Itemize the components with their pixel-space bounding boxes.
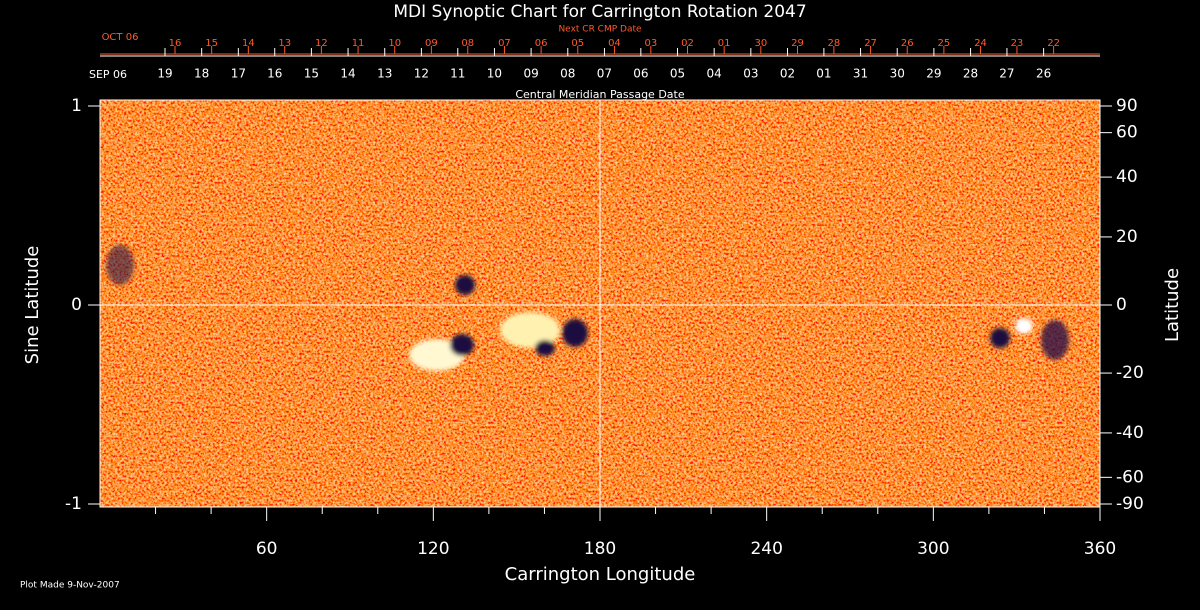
top-axis-label: 04 xyxy=(608,38,621,49)
top-axis-label: 31 xyxy=(853,67,868,81)
top-axis-label: 19 xyxy=(157,67,172,81)
top-axis-label: 13 xyxy=(278,38,291,49)
top-axis-label: 10 xyxy=(388,38,401,49)
top-axis-label: 08 xyxy=(461,38,474,49)
x-tick-label: 240 xyxy=(750,539,782,559)
top-axis-label: 14 xyxy=(340,67,355,81)
x-axis-title: Carrington Longitude xyxy=(505,564,696,585)
top-axis-label: 09 xyxy=(523,67,538,81)
y2-tick-label: -40 xyxy=(1116,423,1144,443)
top-axis-label: 26 xyxy=(1036,67,1051,81)
top-axis-label: 04 xyxy=(707,67,722,81)
top-axis-label: 23 xyxy=(1011,38,1024,49)
region xyxy=(990,328,1010,348)
y-tick-label: -1 xyxy=(65,494,82,514)
top-axis-label: 03 xyxy=(743,67,758,81)
footer: Plot Made 9-Nov-2007 xyxy=(20,581,120,591)
top-axis-label: 29 xyxy=(926,67,941,81)
y2-tick-label: -20 xyxy=(1116,363,1144,383)
y2-axis-title: Latitude xyxy=(1162,268,1183,342)
y2-tick-label: 40 xyxy=(1116,167,1138,187)
region xyxy=(535,340,555,356)
y-tick-label: 0 xyxy=(71,295,82,315)
region xyxy=(500,312,560,348)
y2-tick-label: 0 xyxy=(1116,295,1127,315)
top-axis-label: 12 xyxy=(315,38,328,49)
region xyxy=(106,245,134,285)
top-axis-label: 09 xyxy=(425,38,438,49)
active-regions xyxy=(106,245,1069,371)
top-axis-label: 12 xyxy=(414,67,429,81)
y2-tick-label: 90 xyxy=(1116,96,1138,116)
top-axis-label: 15 xyxy=(304,67,319,81)
top-axis-label: 06 xyxy=(535,38,548,49)
y-tick-label: 1 xyxy=(71,96,82,116)
top-axis-label: 07 xyxy=(597,67,612,81)
top-axis-start: SEP 06 xyxy=(89,68,127,81)
y2-tick-label: -60 xyxy=(1116,467,1144,487)
top-axis-label: 30 xyxy=(890,67,905,81)
top-axis-label: 27 xyxy=(864,38,877,49)
top-axis-label: 13 xyxy=(377,67,392,81)
top-axis-label: 26 xyxy=(901,38,914,49)
region xyxy=(1015,318,1033,334)
top-axis-label: 11 xyxy=(352,38,365,49)
top-axis-label: 01 xyxy=(816,67,831,81)
top-axis-label: 10 xyxy=(487,67,502,81)
region xyxy=(450,334,474,356)
top-axis-label: 22 xyxy=(1047,38,1060,49)
top-axis-label: 14 xyxy=(242,38,255,49)
top-axis-label: 05 xyxy=(571,38,584,49)
top-axis-label: 17 xyxy=(231,67,246,81)
x-tick-label: 300 xyxy=(917,539,949,559)
top-axis-title: Central Meridian Passage Date xyxy=(515,88,684,101)
x-tick-label: 360 xyxy=(1084,539,1116,559)
region xyxy=(562,319,588,347)
top-axis-label: 02 xyxy=(780,67,795,81)
top-axis-label: 01 xyxy=(718,38,731,49)
top-axis-label: 05 xyxy=(670,67,685,81)
y2-tick-label: 20 xyxy=(1116,227,1138,247)
top-axis-label: 27 xyxy=(999,67,1014,81)
top-axis-label: 18 xyxy=(194,67,209,81)
x-tick-label: 60 xyxy=(256,539,278,559)
y2-tick-label: -90 xyxy=(1116,494,1144,514)
top-axis-label: 03 xyxy=(644,38,657,49)
top-axis-label: 24 xyxy=(974,38,987,49)
top-axis-label: 16 xyxy=(267,67,282,81)
top-axis-label: 15 xyxy=(205,38,218,49)
top-axis-start: OCT 06 xyxy=(102,32,139,43)
region xyxy=(455,275,475,295)
y2-tick-label: 60 xyxy=(1116,123,1138,143)
y-axis-title: Sine Latitude xyxy=(22,246,43,365)
top-axis-label: 30 xyxy=(754,38,767,49)
top-axis-label: 06 xyxy=(633,67,648,81)
top-axis-label: 28 xyxy=(963,67,978,81)
top-axis-label: 16 xyxy=(169,38,182,49)
top-axis-label: 02 xyxy=(681,38,694,49)
top-axis-label: 08 xyxy=(560,67,575,81)
x-tick-label: 120 xyxy=(417,539,449,559)
chart-title: MDI Synoptic Chart for Carrington Rotati… xyxy=(393,2,806,22)
top-axis-title: Next CR CMP Date xyxy=(558,25,642,35)
x-tick-label: 180 xyxy=(584,539,616,559)
top-axis-label: 11 xyxy=(450,67,465,81)
top-axis-label: 28 xyxy=(828,38,841,49)
top-axis-label: 25 xyxy=(938,38,951,49)
top-axis-label: 29 xyxy=(791,38,804,49)
top-axis-label: 07 xyxy=(498,38,511,49)
region xyxy=(1041,320,1069,360)
